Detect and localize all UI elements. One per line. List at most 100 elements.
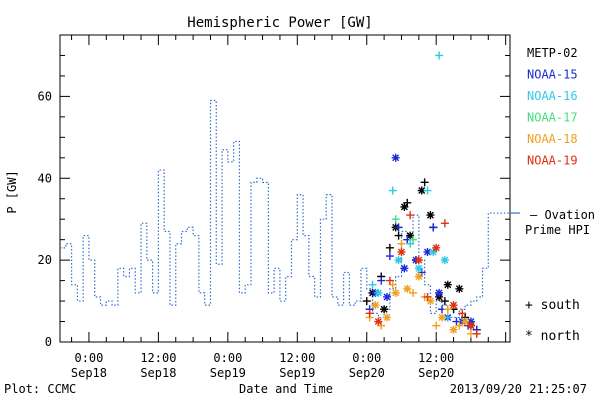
x-tick-label-time: 0:00 [213,351,242,365]
north-point [383,313,392,322]
legend-item: NOAA-17 [527,111,578,125]
north-point [449,325,458,334]
legend-item: NOAA-18 [527,132,578,146]
x-axis-label: Date and Time [239,382,333,396]
north-point [380,305,389,314]
series-noaa-17 [391,215,418,244]
legend-item: NOAA-15 [527,68,578,82]
y-axis: 0 20 40 60 [38,34,510,349]
north-point [440,256,449,265]
south-point [432,321,441,330]
north-point [391,288,400,297]
north-point [414,264,423,273]
south-point [417,268,426,277]
south-point [429,223,438,232]
x-tick-label-time: 0:00 [74,351,103,365]
north-point [371,301,380,310]
north-point [414,272,423,281]
north-point [426,297,435,306]
chart-title: Hemispheric Power [GW] [187,15,372,31]
north-point [406,231,415,240]
legend-item: NOAA-19 [527,154,578,168]
ovation-label-line1: — Ovation [530,208,595,222]
south-point [472,329,481,338]
north-point [383,292,392,301]
south-point [385,243,394,252]
south-point [385,276,394,285]
series-noaa-18 [365,239,475,338]
north-point [417,186,426,195]
south-point [409,235,418,244]
y-tick-label: 20 [38,253,52,267]
south-point [406,239,415,248]
north-point [397,247,406,256]
satellite-points [362,51,481,338]
x-axis: 0:00Sep1812:00Sep180:00Sep1912:00Sep190:… [71,35,507,380]
south-point [443,305,452,314]
south-point [391,215,400,224]
x-tick-label-date: Sep19 [210,366,246,380]
marker-key-item: * north [525,329,580,344]
x-tick-label-date: Sep20 [349,366,385,380]
north-point [435,292,444,301]
south-point [377,276,386,285]
y-tick-label: 0 [45,335,52,349]
south-point [420,178,429,187]
north-point [423,247,432,256]
x-tick-label-time: 12:00 [140,351,176,365]
series-noaa-19 [365,211,481,338]
north-point [374,288,383,297]
south-point [388,280,397,289]
north-point [414,256,423,265]
north-point [466,317,475,326]
south-point [435,51,444,60]
south-point [377,321,386,330]
south-point [455,321,464,330]
south-point [385,252,394,261]
north-point [443,280,452,289]
north-point [455,284,464,293]
ovation-series [60,99,520,319]
x-tick-label-time: 12:00 [418,351,454,365]
series-noaa-15 [365,153,481,334]
legend-item: METP-02 [527,46,578,60]
south-point [409,288,418,297]
north-point [403,284,412,293]
north-point [466,321,475,330]
marker-key-item: + south [525,298,580,313]
ovation-label-line2: Prime HPI [525,223,590,237]
south-point [406,211,415,220]
plot-timestamp: 2013/09/20 21:25:07 [450,382,587,396]
south-point [397,239,406,248]
south-point [365,309,374,318]
y-axis-label: P [GW] [5,170,19,213]
legend: METP-02 NOAA-15 NOAA-16 NOAA-17 NOAA-18 NOAA-… [527,46,578,168]
y-tick-label: 60 [38,89,52,103]
south-point [423,186,432,195]
x-tick-label-date: Sep20 [418,366,454,380]
plot-credit: Plot: CCMC [4,382,76,396]
north-point [435,288,444,297]
north-point [400,202,409,211]
x-tick-label-date: Sep18 [71,366,107,380]
south-point [440,297,449,306]
south-point [440,219,449,228]
north-point [394,256,403,265]
series-noaa-16 [368,51,452,322]
south-point [423,292,432,301]
south-point [458,309,467,318]
series-metp-02 [362,178,481,334]
south-point [388,186,397,195]
x-tick-label-time: 12:00 [279,351,315,365]
marker-key: + south * north [525,298,580,344]
plot-frame [59,34,511,343]
north-point [426,211,435,220]
x-tick-label-date: Sep18 [140,366,176,380]
north-point [461,317,470,326]
legend-item: NOAA-16 [527,89,578,103]
north-point [391,153,400,162]
south-point [368,280,377,289]
x-tick-label-time: 0:00 [352,351,381,365]
north-point [400,264,409,273]
north-point [374,317,383,326]
